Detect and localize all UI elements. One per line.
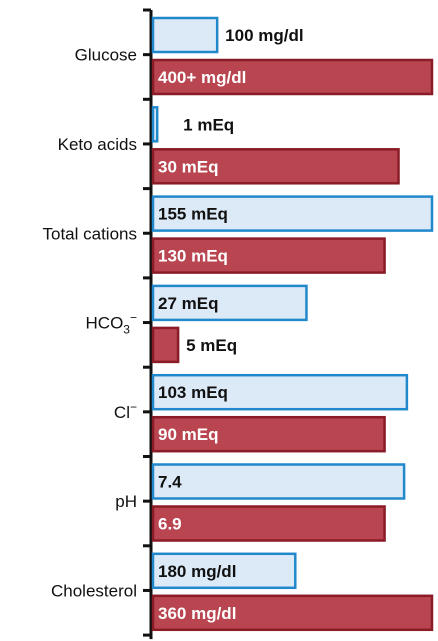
category-label: Glucose — [75, 46, 137, 65]
category-label: pH — [115, 492, 137, 511]
value-label: 30 mEq — [158, 157, 218, 176]
value-label: 27 mEq — [158, 294, 218, 313]
value-label: 360 mg/dl — [158, 604, 236, 623]
bar-normal — [151, 106, 159, 143]
value-label: 6.9 — [158, 515, 182, 534]
bar-dka — [151, 594, 434, 632]
bar-dka — [151, 415, 386, 453]
value-label: 103 mEq — [158, 383, 228, 402]
bar-normal — [151, 195, 434, 232]
bar-normal — [151, 552, 297, 590]
bar-dka — [151, 148, 400, 185]
bar-normal — [151, 463, 406, 500]
value-label: 400+ mg/dl — [158, 68, 246, 87]
value-label: 7.4 — [158, 473, 182, 492]
category-label: Total cations — [43, 224, 138, 243]
value-label: 90 mEq — [158, 425, 218, 444]
category-label: Cl− — [114, 400, 137, 422]
bar-dka — [151, 237, 386, 274]
value-label: 130 mEq — [158, 247, 228, 266]
bar-dka — [151, 326, 180, 364]
value-label: 155 mEq — [158, 205, 228, 224]
value-label: 5 mEq — [186, 336, 237, 355]
category-label: HCO3− — [86, 311, 137, 337]
category-label: Keto acids — [58, 135, 137, 154]
category-label: Cholesterol — [51, 581, 137, 600]
bar-normal — [151, 284, 308, 322]
value-label: 1 mEq — [183, 115, 234, 134]
bar-dka — [151, 505, 386, 542]
bar-dka — [151, 58, 434, 96]
bar-normal — [151, 16, 219, 54]
value-label: 100 mg/dl — [225, 26, 303, 45]
value-label: 180 mg/dl — [158, 562, 236, 581]
bar-normal — [151, 373, 409, 411]
